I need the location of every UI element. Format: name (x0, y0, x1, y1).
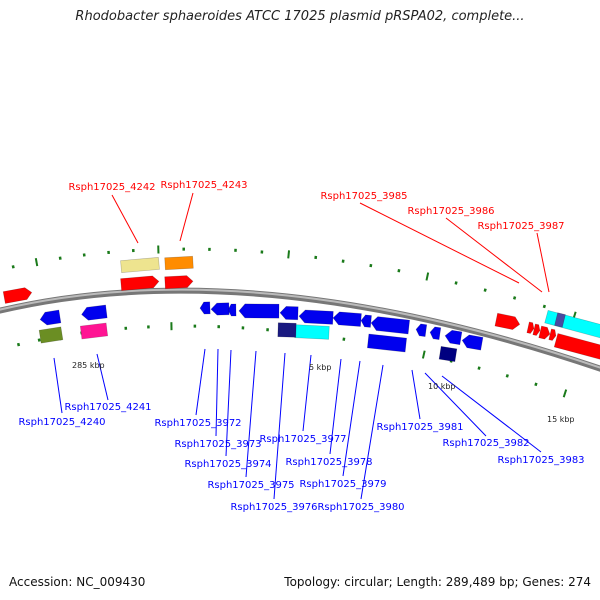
gene-feature[interactable] (360, 314, 372, 328)
gene-label-reverse[interactable]: Rsph17025_3975 (207, 480, 294, 491)
gene-feature[interactable] (370, 316, 410, 335)
label-leader-line (360, 364, 384, 500)
label-leader-line (215, 348, 219, 437)
gene-feature[interactable] (461, 334, 484, 351)
scale-tick (397, 269, 401, 273)
gene-label-reverse[interactable]: Rsph17025_3979 (299, 479, 386, 490)
scale-tick (477, 366, 481, 370)
gene-feature[interactable] (39, 309, 62, 326)
topology-summary: Topology: circular; Length: 289,489 bp; … (284, 575, 591, 589)
scale-tick (505, 374, 509, 378)
label-leader-line (411, 369, 421, 420)
label-leader-line (302, 354, 312, 432)
scale-label: 10 kbp (428, 382, 456, 391)
gene-label-reverse[interactable]: Rsph17025_3974 (184, 459, 271, 470)
scale-tick (37, 338, 41, 342)
scale-tick (483, 288, 487, 292)
gene-feature[interactable] (538, 325, 551, 340)
gene-feature[interactable] (210, 302, 230, 316)
scale-tick (16, 342, 21, 347)
gene-feature[interactable] (298, 309, 334, 325)
scale-tick (34, 258, 39, 267)
gene-label-forward[interactable]: Rsph17025_3985 (320, 191, 407, 202)
gene-feature[interactable] (429, 326, 442, 341)
gene-feature[interactable] (332, 311, 362, 327)
plasmid-backbone-highlight (0, 288, 600, 369)
label-leader-line (53, 357, 63, 414)
scale-tick (562, 389, 568, 398)
gene-label-forward[interactable]: Rsph17025_3986 (407, 206, 494, 217)
gene-label-forward[interactable]: Rsph17025_4242 (68, 182, 155, 193)
gene-feature[interactable] (444, 329, 463, 346)
gene-feature[interactable] (164, 275, 194, 290)
label-leader-line (536, 232, 550, 293)
scale-tick (287, 250, 291, 259)
gene-label-reverse[interactable]: Rsph17025_3981 (376, 422, 463, 433)
gene-feature[interactable] (79, 322, 109, 340)
scale-label: 5 kbp (309, 363, 331, 372)
gene-feature[interactable] (532, 323, 541, 336)
gene-feature[interactable] (238, 303, 280, 319)
gene-label-reverse[interactable]: Rsph17025_4241 (64, 402, 151, 413)
gene-feature[interactable] (548, 328, 557, 341)
label-leader-line (424, 372, 487, 437)
gene-feature[interactable] (554, 312, 566, 328)
gene-feature[interactable] (199, 301, 211, 315)
gene-label-reverse[interactable]: Rsph17025_3972 (154, 418, 241, 429)
gene-feature[interactable] (277, 322, 297, 338)
gene-label-reverse[interactable]: Rsph17025_4240 (18, 417, 105, 428)
gene-feature[interactable] (38, 326, 64, 344)
gene-feature[interactable] (279, 306, 299, 321)
label-leader-line (359, 202, 520, 284)
scale-tick (425, 272, 430, 281)
gene-feature[interactable] (553, 333, 600, 362)
gene-feature[interactable] (120, 257, 160, 273)
scale-tick (11, 265, 15, 269)
gene-label-reverse[interactable]: Rsph17025_3977 (259, 434, 346, 445)
scale-tick (369, 263, 373, 268)
gene-label-reverse[interactable]: Rsph17025_3983 (497, 455, 584, 466)
label-leader-line (441, 375, 542, 453)
gene-feature[interactable] (438, 345, 458, 363)
gene-feature[interactable] (526, 321, 535, 334)
gene-feature[interactable] (120, 275, 160, 291)
scale-tick (454, 281, 458, 285)
scale-tick (534, 382, 538, 387)
gene-label-forward[interactable]: Rsph17025_4243 (160, 180, 247, 191)
gene-label-forward[interactable]: Rsph17025_3987 (477, 221, 564, 232)
gene-feature[interactable] (227, 303, 237, 317)
gene-label-reverse[interactable]: Rsph17025_3976 (230, 502, 317, 513)
label-leader-line (445, 217, 543, 293)
gene-feature[interactable] (367, 333, 407, 353)
label-leader-line (273, 352, 286, 500)
gene-feature[interactable] (81, 304, 108, 321)
label-leader-line (179, 192, 194, 242)
accession-text: Accession: NC_009430 (9, 575, 146, 589)
gene-feature[interactable] (2, 287, 33, 304)
scale-tick (421, 350, 426, 359)
gene-feature[interactable] (415, 323, 428, 337)
label-leader-line (329, 358, 342, 455)
gene-label-reverse[interactable]: Rsph17025_3973 (174, 439, 261, 450)
scale-tick (512, 296, 517, 300)
gene-feature[interactable] (494, 312, 521, 331)
map-title: Rhodobacter sphaeroides ATCC 17025 plasm… (75, 9, 525, 24)
label-leader-line (245, 350, 257, 478)
label-leader-line (225, 349, 232, 457)
gene-feature[interactable] (294, 324, 330, 340)
label-leader-line (96, 353, 109, 401)
gene-label-reverse[interactable]: Rsph17025_3978 (285, 457, 372, 468)
label-leader-line (342, 360, 361, 477)
label-leader-line (195, 348, 206, 416)
scale-label: 285 kbp (72, 361, 105, 370)
gene-label-reverse[interactable]: Rsph17025_3982 (442, 438, 529, 449)
label-leader-line (111, 194, 139, 244)
gene-feature[interactable] (164, 255, 194, 271)
scale-label: 15 kbp (547, 415, 575, 424)
scale-tick (542, 304, 546, 309)
gene-label-reverse[interactable]: Rsph17025_3980 (317, 502, 404, 513)
